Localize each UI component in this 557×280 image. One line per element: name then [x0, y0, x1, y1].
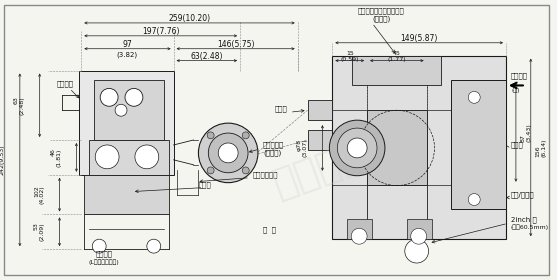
Circle shape [405, 239, 428, 263]
Bar [89, 140, 169, 175]
Text: 内藏显示表: 内藏显示表 [263, 142, 284, 148]
Circle shape [351, 228, 367, 244]
Text: 液体方向: 液体方向 [511, 72, 528, 79]
Circle shape [207, 167, 214, 174]
Text: 15
(0.59): 15 (0.59) [340, 51, 359, 62]
Text: 46
(1.81): 46 (1.81) [51, 148, 61, 167]
Text: 87
(3.43): 87 (3.43) [521, 123, 532, 142]
Bar [94, 80, 164, 140]
Bar [367, 110, 427, 185]
Text: 156
(6.14): 156 (6.14) [536, 138, 546, 157]
Circle shape [100, 88, 118, 106]
Circle shape [95, 145, 119, 169]
Circle shape [208, 133, 248, 173]
Text: (L托型，可选购): (L托型，可选购) [89, 259, 120, 265]
Text: 97: 97 [123, 40, 133, 49]
Bar [352, 56, 442, 85]
Text: 调  零: 调 零 [263, 226, 276, 233]
Bar [307, 100, 333, 120]
Text: (注): (注) [512, 88, 520, 93]
Bar [84, 175, 169, 214]
Text: 端子筱: 端子筱 [511, 142, 524, 148]
Text: 63
(2.48): 63 (2.48) [14, 96, 25, 115]
Text: (3.82): (3.82) [116, 52, 138, 58]
Circle shape [338, 128, 377, 168]
Text: 外部显示表导线管连接口: 外部显示表导线管连接口 [357, 8, 404, 14]
Text: 53
(2.09): 53 (2.09) [34, 222, 45, 241]
Text: 取压管: 取压管 [275, 105, 288, 111]
Circle shape [468, 91, 480, 103]
Circle shape [92, 239, 106, 253]
Text: 安装托架: 安装托架 [96, 251, 113, 257]
Bar [333, 56, 506, 239]
Bar [407, 219, 432, 239]
Circle shape [347, 138, 367, 158]
Text: 接地端: 接地端 [198, 181, 211, 188]
Text: 排气/排液塞: 排气/排液塞 [511, 191, 535, 198]
Circle shape [135, 145, 159, 169]
Text: 146(5.75): 146(5.75) [217, 40, 255, 49]
Circle shape [242, 132, 249, 139]
Text: (可选购): (可选购) [263, 150, 281, 156]
Circle shape [468, 193, 480, 206]
Text: 259(10.20): 259(10.20) [168, 15, 211, 24]
Text: (可选购): (可选购) [372, 16, 390, 22]
Circle shape [329, 120, 385, 176]
Text: (直径60.5mm): (直径60.5mm) [511, 225, 549, 230]
Text: 242(9.53): 242(9.53) [0, 144, 5, 175]
Circle shape [242, 167, 249, 174]
Text: 45
(1.77): 45 (1.77) [388, 51, 406, 62]
Circle shape [198, 123, 258, 183]
Text: 版权所有: 版权所有 [267, 136, 368, 204]
Circle shape [411, 228, 427, 244]
Circle shape [147, 239, 161, 253]
Bar [451, 80, 506, 209]
Bar [79, 71, 174, 175]
Circle shape [115, 104, 127, 116]
Bar [307, 130, 333, 150]
Text: 管道连接: 管道连接 [57, 80, 74, 87]
Bar [347, 219, 372, 239]
Text: 149(5.87): 149(5.87) [400, 34, 438, 43]
Text: 2inch 管: 2inch 管 [511, 216, 537, 223]
Circle shape [125, 88, 143, 106]
Text: 63(2.48): 63(2.48) [190, 52, 223, 61]
Circle shape [207, 132, 214, 139]
Text: 导线管连接口: 导线管连接口 [253, 171, 278, 178]
Text: φ78
(3.07): φ78 (3.07) [297, 139, 307, 157]
Circle shape [218, 143, 238, 163]
Text: 102
(4.02): 102 (4.02) [34, 185, 45, 204]
Text: 197(7.76): 197(7.76) [142, 27, 179, 36]
